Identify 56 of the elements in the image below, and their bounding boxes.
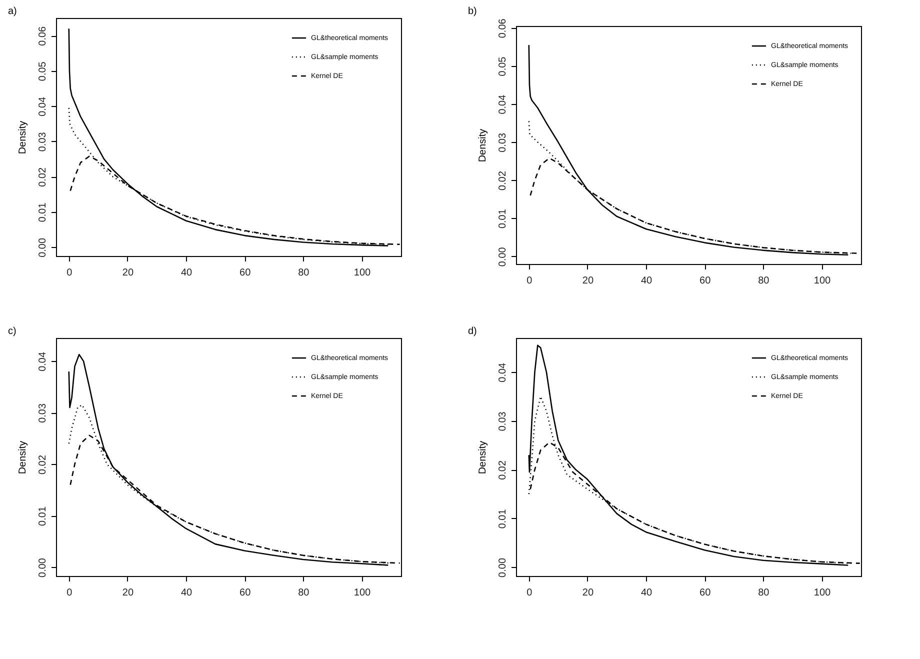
- x-tick-label: 20: [582, 588, 594, 598]
- x-tick-label: 0: [66, 588, 73, 598]
- x-tick-label: 40: [180, 268, 193, 278]
- y-tick-label: 0.02: [498, 170, 508, 190]
- x-tick-label: 100: [814, 588, 832, 598]
- y-tick-label: 0.03: [38, 132, 48, 152]
- x-tick-label: 80: [758, 276, 770, 286]
- y-tick-label: 0.03: [498, 132, 508, 152]
- y-tick-label: 0.05: [498, 56, 508, 76]
- x-tick-label: 40: [180, 588, 193, 598]
- y-tick-label: 0.02: [498, 460, 508, 480]
- x-tick-label: 20: [582, 276, 594, 286]
- y-tick-label: 0.00: [498, 246, 508, 267]
- y-tick-label: 0.03: [498, 411, 508, 432]
- x-tick-label: 80: [298, 268, 310, 278]
- chart-title: c): [8, 326, 16, 337]
- y-tick-label: 0.01: [38, 202, 48, 222]
- x-tick-label: 40: [640, 588, 653, 598]
- y-tick-label: 0.04: [498, 362, 508, 382]
- x-tick-label: 0: [526, 588, 533, 598]
- x-tick-label: 20: [122, 268, 134, 278]
- x-tick-label: 0: [526, 276, 533, 286]
- y-tick-label: 0.06: [38, 26, 48, 46]
- y-tick-label: 0.04: [38, 96, 48, 116]
- x-tick-label: 60: [240, 588, 252, 598]
- x-tick-label: 100: [354, 268, 372, 278]
- y-tick-label: 0.00: [498, 558, 508, 578]
- x-tick-label: 100: [814, 276, 832, 286]
- y-tick-label: 0.02: [38, 167, 48, 187]
- x-tick-label: 80: [758, 588, 770, 598]
- y-tick-label: 0.04: [498, 94, 508, 114]
- y-tick-label: 0.02: [38, 454, 48, 474]
- x-tick-label: 60: [240, 268, 252, 278]
- x-tick-label: 100: [354, 588, 372, 598]
- x-tick-label: 20: [122, 588, 134, 598]
- y-tick-label: 0.06: [498, 18, 508, 38]
- y-tick-label: 0.00: [38, 238, 48, 258]
- y-tick-label: 0.01: [38, 506, 48, 526]
- x-tick-label: 0: [66, 268, 73, 278]
- x-tick-label: 80: [298, 588, 310, 598]
- chart-title: b): [468, 6, 477, 18]
- y-tick-label: 0.01: [498, 208, 508, 229]
- y-axis-title: Density: [18, 440, 28, 474]
- y-tick-label: 0.01: [498, 508, 508, 529]
- y-axis-title: Density: [478, 440, 488, 474]
- chart-title: d): [468, 326, 477, 337]
- y-axis-title: Density: [478, 128, 488, 162]
- x-tick-label: 60: [700, 588, 712, 598]
- y-tick-label: 0.00: [38, 558, 48, 578]
- y-tick-label: 0.03: [38, 403, 48, 423]
- chart-title: a): [8, 6, 17, 17]
- y-tick-label: 0.05: [38, 61, 48, 82]
- y-tick-label: 0.04: [38, 352, 48, 372]
- y-axis-title: Density: [18, 120, 28, 154]
- x-tick-label: 60: [700, 276, 712, 286]
- x-tick-label: 40: [640, 276, 653, 286]
